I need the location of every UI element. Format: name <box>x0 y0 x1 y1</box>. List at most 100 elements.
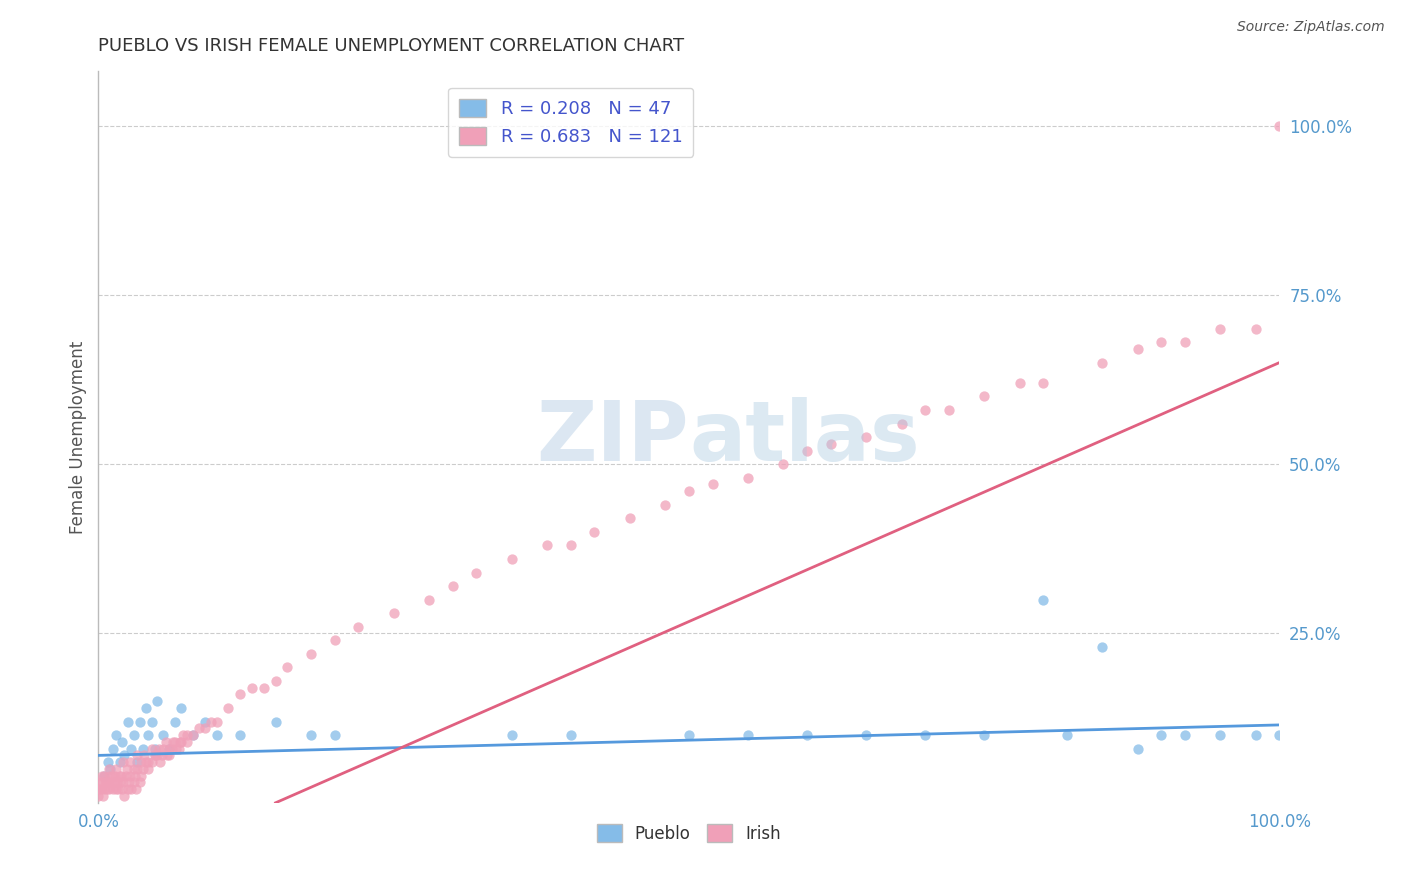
Text: PUEBLO VS IRISH FEMALE UNEMPLOYMENT CORRELATION CHART: PUEBLO VS IRISH FEMALE UNEMPLOYMENT CORR… <box>98 37 685 54</box>
Point <box>176 728 198 742</box>
Point <box>101 741 124 756</box>
Point <box>796 443 818 458</box>
Point <box>97 775 120 789</box>
Point <box>115 762 138 776</box>
Point <box>104 769 127 783</box>
Text: ZIP: ZIP <box>537 397 689 477</box>
Point <box>117 782 139 797</box>
Point <box>914 728 936 742</box>
Point <box>120 755 142 769</box>
Point <box>152 728 174 742</box>
Point <box>1126 342 1149 356</box>
Point <box>93 769 115 783</box>
Point <box>127 755 149 769</box>
Point <box>264 673 287 688</box>
Point <box>136 755 159 769</box>
Point <box>160 741 183 756</box>
Point <box>105 775 128 789</box>
Point <box>194 714 217 729</box>
Point <box>583 524 606 539</box>
Point <box>101 782 124 797</box>
Point <box>890 417 912 431</box>
Legend: Pueblo, Irish: Pueblo, Irish <box>591 818 787 849</box>
Point <box>973 728 995 742</box>
Point <box>1008 376 1031 390</box>
Point <box>418 592 440 607</box>
Point <box>1244 728 1267 742</box>
Point <box>90 782 112 797</box>
Point <box>107 782 129 797</box>
Point <box>820 437 842 451</box>
Point <box>323 728 346 742</box>
Point <box>1268 728 1291 742</box>
Point <box>276 660 298 674</box>
Point <box>253 681 276 695</box>
Point <box>98 782 121 797</box>
Point <box>187 721 209 735</box>
Point <box>94 775 117 789</box>
Point <box>855 430 877 444</box>
Point <box>347 620 370 634</box>
Point <box>1150 335 1173 350</box>
Point <box>240 681 263 695</box>
Point <box>112 775 135 789</box>
Point <box>501 552 523 566</box>
Point <box>132 762 155 776</box>
Point <box>122 762 145 776</box>
Point <box>112 755 135 769</box>
Point <box>323 633 346 648</box>
Point <box>1209 728 1232 742</box>
Point <box>112 748 135 763</box>
Point <box>98 775 121 789</box>
Point <box>143 748 166 763</box>
Point <box>98 769 121 783</box>
Point <box>121 782 143 797</box>
Point <box>465 566 488 580</box>
Point <box>93 769 115 783</box>
Point <box>1126 741 1149 756</box>
Point <box>97 755 120 769</box>
Point <box>678 484 700 499</box>
Point <box>146 694 169 708</box>
Point <box>167 741 190 756</box>
Point <box>132 741 155 756</box>
Point <box>103 775 125 789</box>
Point <box>91 775 114 789</box>
Point <box>181 728 204 742</box>
Point <box>93 782 115 797</box>
Point <box>121 741 143 756</box>
Point <box>108 775 131 789</box>
Point <box>94 775 117 789</box>
Point <box>156 748 179 763</box>
Point <box>229 728 252 742</box>
Point <box>162 735 184 749</box>
Point <box>91 789 114 803</box>
Point <box>118 775 141 789</box>
Point <box>87 789 110 803</box>
Point <box>141 741 163 756</box>
Point <box>114 769 136 783</box>
Point <box>702 477 724 491</box>
Point <box>135 755 157 769</box>
Point <box>98 762 121 776</box>
Point <box>501 728 523 742</box>
Point <box>654 498 676 512</box>
Point <box>194 721 217 735</box>
Point <box>973 389 995 403</box>
Point <box>678 728 700 742</box>
Point <box>1032 376 1054 390</box>
Point <box>110 769 132 783</box>
Point <box>120 769 142 783</box>
Point <box>169 735 191 749</box>
Point <box>155 735 177 749</box>
Point <box>157 741 180 756</box>
Point <box>128 714 150 729</box>
Point <box>165 741 187 756</box>
Point <box>96 782 118 797</box>
Point <box>938 403 960 417</box>
Point <box>105 782 128 797</box>
Point <box>98 762 121 776</box>
Point <box>101 769 124 783</box>
Point <box>205 728 228 742</box>
Point <box>136 762 159 776</box>
